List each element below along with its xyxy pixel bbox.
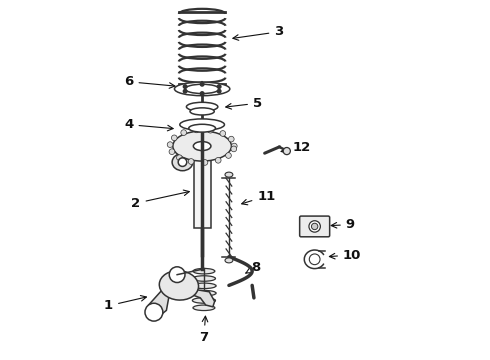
Circle shape (183, 85, 187, 88)
Circle shape (200, 82, 204, 86)
Polygon shape (148, 287, 170, 318)
Text: 5: 5 (226, 97, 262, 110)
Ellipse shape (159, 271, 198, 300)
Circle shape (225, 153, 231, 158)
Circle shape (312, 223, 318, 230)
Text: 2: 2 (131, 190, 189, 210)
Circle shape (178, 158, 187, 166)
Circle shape (200, 92, 204, 95)
Circle shape (218, 85, 221, 88)
Ellipse shape (174, 82, 230, 96)
Ellipse shape (193, 276, 216, 281)
Circle shape (202, 159, 208, 165)
Ellipse shape (225, 258, 233, 263)
Circle shape (231, 143, 237, 149)
Circle shape (176, 155, 182, 161)
Text: 1: 1 (104, 296, 147, 312)
Circle shape (309, 254, 320, 265)
Circle shape (172, 135, 177, 141)
Text: 6: 6 (124, 75, 175, 88)
Circle shape (220, 131, 226, 136)
Ellipse shape (173, 131, 231, 161)
Ellipse shape (185, 84, 219, 94)
Circle shape (169, 149, 175, 154)
Circle shape (167, 142, 173, 148)
Ellipse shape (194, 141, 211, 150)
Text: 8: 8 (245, 261, 260, 274)
Ellipse shape (189, 124, 216, 132)
Ellipse shape (192, 283, 216, 289)
Circle shape (181, 130, 187, 135)
Circle shape (228, 136, 234, 142)
Ellipse shape (193, 298, 216, 303)
Ellipse shape (193, 269, 215, 274)
Circle shape (231, 146, 237, 152)
Polygon shape (186, 288, 215, 307)
Text: 11: 11 (242, 190, 275, 205)
Text: 9: 9 (331, 218, 355, 231)
Circle shape (188, 159, 194, 165)
Ellipse shape (225, 172, 233, 177)
Text: 10: 10 (329, 248, 361, 261)
Text: 12: 12 (281, 141, 311, 154)
Circle shape (194, 127, 199, 133)
Circle shape (208, 127, 213, 133)
Text: 3: 3 (233, 25, 284, 40)
FancyBboxPatch shape (300, 216, 330, 237)
Circle shape (218, 89, 221, 93)
Text: 4: 4 (124, 118, 173, 131)
Ellipse shape (190, 108, 214, 115)
Ellipse shape (192, 291, 216, 296)
Circle shape (283, 148, 291, 155)
Circle shape (145, 303, 163, 321)
Bar (194, 146, 211, 228)
Circle shape (309, 221, 320, 232)
Ellipse shape (180, 119, 224, 130)
Ellipse shape (186, 102, 218, 111)
Circle shape (169, 267, 185, 283)
Circle shape (183, 89, 187, 93)
Ellipse shape (193, 305, 215, 311)
Circle shape (215, 157, 221, 163)
Ellipse shape (172, 154, 193, 171)
Text: 7: 7 (199, 316, 208, 344)
